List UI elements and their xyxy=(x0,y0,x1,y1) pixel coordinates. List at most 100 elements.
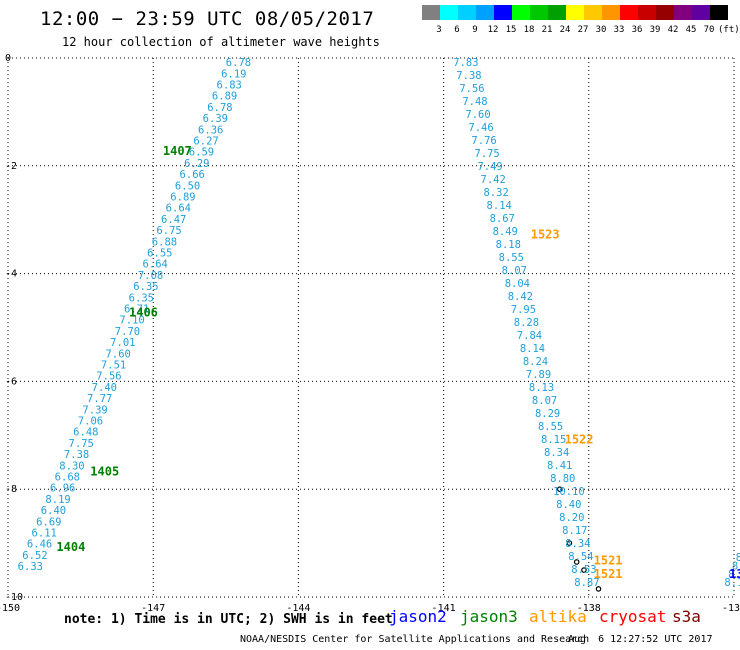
wave-height-value: 8.12 xyxy=(724,577,740,589)
wave-height-value: 7.49 xyxy=(477,161,502,173)
wave-height-value: 6.59 xyxy=(189,147,214,159)
scale-swatch xyxy=(494,5,512,20)
y-tick-label: 0 xyxy=(5,53,11,64)
wave-height-value: 6.50 xyxy=(175,180,200,192)
wave-height-value: 8.67 xyxy=(490,213,515,225)
note-text: note: 1) Time is in UTC; 2) SWH is in fe… xyxy=(64,612,393,627)
x-tick-label: -144 xyxy=(286,603,310,614)
scale-swatch xyxy=(476,5,494,20)
y-tick-label: -2 xyxy=(5,161,17,172)
legend-altika: altika xyxy=(529,607,587,626)
wave-height-value: 8.34 xyxy=(544,447,569,459)
scale-swatch xyxy=(548,5,566,20)
wave-height-value: 6.78 xyxy=(207,102,232,114)
wave-height-value: 7.75 xyxy=(474,148,499,160)
scale-swatch xyxy=(710,5,728,20)
wave-height-value: 8.87 xyxy=(574,577,599,589)
wave-height-value: 6.88 xyxy=(152,236,177,248)
wave-height-value: 8.49 xyxy=(493,226,518,238)
scale-label: 42 xyxy=(667,25,679,35)
wave-height-value: 8.28 xyxy=(514,317,539,329)
scale-swatch xyxy=(530,5,548,20)
wave-height-value: 8.15 xyxy=(541,434,566,446)
wave-height-value: 7.95 xyxy=(511,304,536,316)
wave-height-value: 8.54 xyxy=(568,551,593,563)
wave-height-value: 6.35 xyxy=(129,292,154,304)
wave-height-value: 8.53 xyxy=(571,564,596,576)
scale-swatch xyxy=(656,5,674,20)
island-marker xyxy=(581,567,587,573)
wave-height-value: 7.76 xyxy=(471,135,496,147)
map-subtitle: 12 hour collection of altimeter wave hei… xyxy=(62,35,380,49)
wave-height-value: 8.07 xyxy=(502,265,527,277)
wave-height-value: 7.51 xyxy=(101,359,126,371)
wave-height-value: 7.42 xyxy=(481,174,506,186)
scale-label: 15 xyxy=(505,25,517,35)
wave-height-value: 6.66 xyxy=(180,169,205,181)
wave-height-value: 6.11 xyxy=(32,527,57,539)
wave-height-value: 6.83 xyxy=(217,79,242,91)
wave-height-value: 10.10 xyxy=(553,486,585,498)
scale-label: 70 xyxy=(703,25,715,35)
wave-height-value: 6.48 xyxy=(73,427,98,439)
wave-height-value: 8.20 xyxy=(559,512,584,524)
time-label: 1522 xyxy=(565,432,594,446)
x-tick-label: -141 xyxy=(432,603,456,614)
wave-height-value: 7.01 xyxy=(110,337,135,349)
scale-label: 3 xyxy=(436,25,442,35)
scale-swatch xyxy=(566,5,584,20)
scale-swatch xyxy=(440,5,458,20)
y-tick-label: -10 xyxy=(5,592,23,603)
scale-label: 30 xyxy=(595,25,607,35)
wave-height-value: 6.29 xyxy=(184,158,209,170)
wave-height-value: 8.40 xyxy=(556,499,581,511)
wave-height-value: 8.86 xyxy=(728,569,740,581)
wave-height-value: 8.14 xyxy=(520,343,545,355)
wave-height-value: 8.34 xyxy=(565,538,590,550)
wave-height-value: 6.35 xyxy=(133,281,158,293)
legend-s3a: s3a xyxy=(672,607,701,626)
time-label: 1405 xyxy=(90,465,119,479)
credit-text: NOAA/NESDIS Center for Satellite Applica… xyxy=(240,634,590,645)
wave-height-value: 8.32 xyxy=(484,187,509,199)
wave-height-value: 7.89 xyxy=(526,369,551,381)
wave-height-value: 6.71 xyxy=(124,303,149,315)
wave-height-value: 8.42 xyxy=(508,291,533,303)
scale-label: 39 xyxy=(649,25,661,35)
wave-height-value: 7.77 xyxy=(87,393,112,405)
scale-label: 27 xyxy=(577,25,589,35)
wave-height-value: 7.84 xyxy=(517,330,542,342)
wave-height-value: 6.55 xyxy=(147,247,172,259)
time-label: 130 xyxy=(729,567,740,581)
wave-height-value: 6.39 xyxy=(203,113,228,125)
time-label: 1404 xyxy=(56,540,85,554)
time-label: 1407 xyxy=(163,144,192,158)
wave-height-value: 6.46 xyxy=(27,539,52,551)
time-label: 1523 xyxy=(531,228,560,242)
wave-height-value: 6.68 xyxy=(55,471,80,483)
wave-height-value: 6.89 xyxy=(170,191,195,203)
y-tick-label: -8 xyxy=(5,484,17,495)
wave-height-value: 7.56 xyxy=(96,371,121,383)
scale-swatch xyxy=(584,5,602,20)
wave-height-value: 6.89 xyxy=(212,91,237,103)
wave-height-value: 8.14 xyxy=(487,200,512,212)
scale-swatch xyxy=(512,5,530,20)
wave-height-value: 6.64 xyxy=(143,259,168,271)
wave-height-value: 6.27 xyxy=(193,135,218,147)
wave-height-value: 7.46 xyxy=(468,122,493,134)
wave-height-value: 7.06 xyxy=(78,415,103,427)
wave-height-value: 7.75 xyxy=(69,438,94,450)
scale-label: 33 xyxy=(613,25,625,35)
scale-swatch xyxy=(458,5,476,20)
scale-swatch xyxy=(638,5,656,20)
wave-height-value: 8.41 xyxy=(547,460,572,472)
scale-label: 24 xyxy=(559,25,571,35)
scale-label: 18 xyxy=(523,25,535,35)
wave-height-value: 6.33 xyxy=(18,561,43,573)
island-marker xyxy=(573,559,580,565)
wave-height-value: 8.80 xyxy=(550,473,575,485)
wave-height-value: 8.40 xyxy=(732,560,740,572)
legend-cryosat: cryosat xyxy=(599,607,667,626)
wave-height-value: 8.24 xyxy=(523,356,548,368)
